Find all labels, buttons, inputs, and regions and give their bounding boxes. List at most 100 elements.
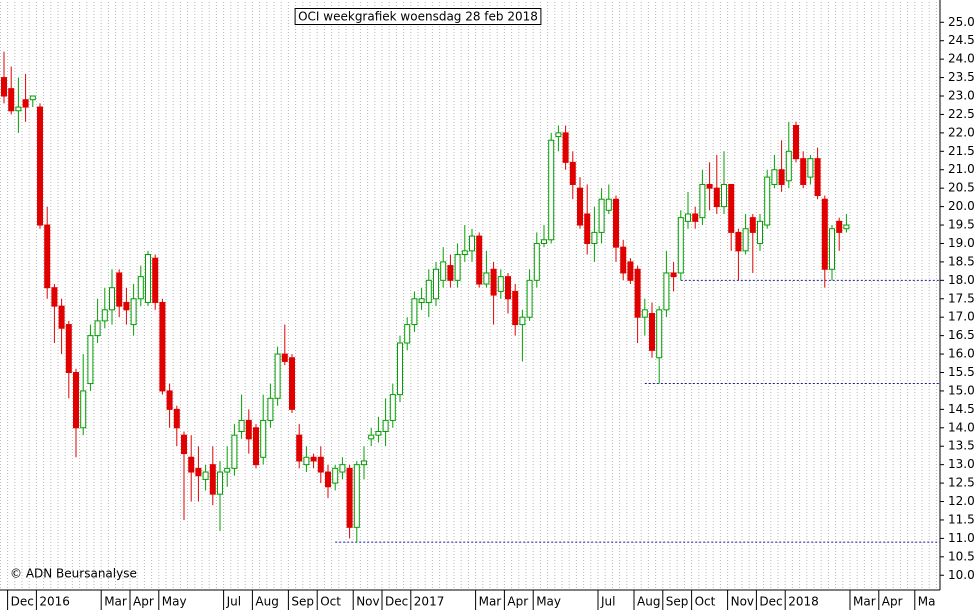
candle-body bbox=[289, 357, 295, 410]
y-tick-label: 18.5 bbox=[948, 254, 975, 268]
candle-body bbox=[238, 419, 245, 432]
candle-body bbox=[613, 198, 619, 248]
x-tick-label: May bbox=[536, 595, 561, 609]
candle-body bbox=[627, 261, 634, 281]
candle-body bbox=[685, 213, 691, 222]
candle-body bbox=[202, 471, 209, 480]
candle-body bbox=[829, 228, 835, 270]
candle-body bbox=[173, 408, 180, 429]
candle-body bbox=[764, 176, 771, 226]
candle-body bbox=[353, 464, 360, 528]
candle-body bbox=[389, 394, 396, 421]
candle-body bbox=[253, 427, 259, 466]
candle-body bbox=[137, 276, 144, 300]
candle-body bbox=[757, 220, 763, 244]
candle-body bbox=[555, 132, 562, 138]
y-tick-label: 14.0 bbox=[948, 420, 975, 434]
candle-body bbox=[519, 316, 526, 326]
x-tick-label: Apr bbox=[507, 595, 528, 609]
y-tick-label: 17.0 bbox=[948, 310, 975, 324]
candle-body bbox=[713, 187, 720, 208]
candle-body bbox=[101, 309, 108, 322]
copyright: © ADN Beursanalyse bbox=[10, 567, 137, 581]
candle-body bbox=[569, 161, 576, 185]
candle-body bbox=[346, 467, 353, 528]
candle-body bbox=[620, 246, 627, 274]
candle-body bbox=[58, 305, 65, 329]
x-tick-label: Mar bbox=[104, 595, 127, 609]
candle-body bbox=[814, 158, 821, 197]
candle-body bbox=[663, 272, 670, 311]
candle-body bbox=[332, 467, 339, 484]
candle-body bbox=[541, 239, 547, 244]
y-tick-label: 19.5 bbox=[948, 218, 975, 232]
candle-body bbox=[130, 298, 137, 326]
candle-body bbox=[497, 276, 504, 292]
candle-body bbox=[677, 217, 684, 274]
candle-body bbox=[260, 419, 267, 458]
candle-body bbox=[670, 272, 677, 278]
x-tick-label: Jul bbox=[226, 595, 241, 609]
candle-body bbox=[224, 467, 231, 473]
candle-body bbox=[22, 99, 29, 108]
candle-body bbox=[641, 309, 648, 318]
y-tick-label: 24.0 bbox=[948, 52, 975, 66]
candle-body bbox=[749, 217, 756, 233]
candle-body bbox=[505, 276, 511, 300]
candle-body bbox=[735, 231, 742, 252]
candle-body bbox=[51, 287, 58, 307]
candle-body bbox=[375, 430, 382, 436]
x-tick-label: Dec bbox=[385, 595, 408, 609]
candle-body bbox=[303, 456, 310, 466]
candle-body bbox=[404, 324, 411, 344]
candle-body bbox=[94, 320, 101, 337]
candle-body bbox=[361, 460, 367, 466]
candle-body bbox=[274, 353, 281, 399]
candle-body bbox=[742, 228, 749, 252]
candle-body bbox=[29, 95, 36, 101]
y-tick-label: 13.0 bbox=[948, 457, 975, 471]
candle-body bbox=[447, 265, 454, 281]
candle-body bbox=[577, 187, 583, 226]
y-tick-label: 15.5 bbox=[948, 365, 975, 379]
candle-body bbox=[44, 224, 51, 289]
candle-body bbox=[771, 169, 778, 185]
x-tick-label: Sep bbox=[291, 595, 314, 609]
candle-body bbox=[339, 464, 346, 473]
candle-body bbox=[699, 183, 706, 219]
candle-body bbox=[245, 419, 252, 440]
candle-body bbox=[526, 279, 533, 318]
y-tick-label: 17.5 bbox=[948, 291, 975, 305]
candle-body bbox=[109, 287, 115, 311]
candle-body bbox=[317, 456, 324, 473]
candle-body bbox=[548, 139, 555, 241]
candle-body bbox=[123, 301, 130, 311]
x-tick-label: Nov bbox=[731, 595, 754, 609]
y-tick-label: 19.0 bbox=[948, 236, 975, 250]
x-tick-label: Oct bbox=[320, 595, 341, 609]
y-tick-label: 12.0 bbox=[948, 494, 975, 508]
candle-body bbox=[512, 290, 519, 326]
candle-body bbox=[490, 268, 497, 296]
candle-body bbox=[692, 213, 699, 222]
y-tick-label: 22.0 bbox=[948, 125, 975, 139]
candle-body bbox=[166, 390, 173, 410]
y-tick-label: 12.5 bbox=[948, 476, 975, 490]
y-tick-label: 16.5 bbox=[948, 328, 975, 342]
x-tick-label: Dec bbox=[11, 595, 34, 609]
y-tick-label: 10.0 bbox=[948, 568, 975, 582]
candle-body bbox=[728, 183, 735, 233]
candle-body bbox=[793, 124, 799, 160]
candle-body bbox=[440, 261, 447, 281]
candle-body bbox=[425, 279, 432, 303]
x-tick-label: Oct bbox=[695, 595, 716, 609]
candle-body bbox=[800, 158, 807, 185]
candle-body bbox=[634, 268, 641, 318]
grid-layer bbox=[0, 2, 937, 590]
x-tick-label: 2017 bbox=[414, 595, 445, 609]
y-tick-label: 25.0 bbox=[948, 15, 975, 29]
candle-body bbox=[217, 471, 223, 495]
y-tick-label: 21.5 bbox=[948, 144, 975, 158]
x-tick-label: Aug bbox=[255, 595, 278, 609]
